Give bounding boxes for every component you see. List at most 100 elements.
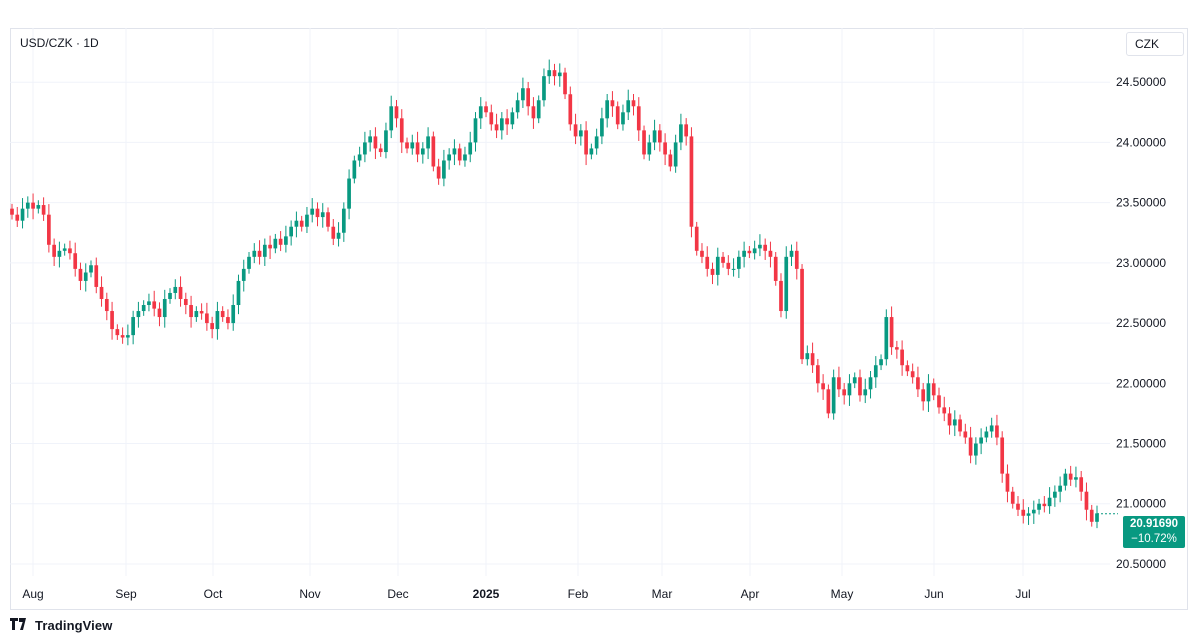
candle[interactable] (547, 59, 552, 84)
candle[interactable] (499, 112, 504, 140)
candle[interactable] (510, 107, 515, 130)
candle[interactable] (226, 309, 230, 330)
candle[interactable] (868, 371, 873, 399)
candle[interactable] (110, 301, 114, 340)
candle[interactable] (1074, 466, 1078, 488)
candle[interactable] (15, 206, 20, 227)
candle[interactable] (826, 384, 831, 419)
candle[interactable] (995, 414, 999, 446)
candle[interactable] (663, 133, 667, 166)
candle[interactable] (36, 200, 41, 214)
candle[interactable] (710, 262, 715, 285)
candle[interactable] (1010, 486, 1015, 509)
candle[interactable] (442, 149, 446, 187)
candle[interactable] (521, 77, 525, 108)
candle[interactable] (52, 238, 56, 266)
candle[interactable] (979, 428, 983, 455)
candle[interactable] (684, 118, 689, 146)
candle[interactable] (505, 109, 509, 135)
candle[interactable] (958, 414, 962, 437)
candle[interactable] (900, 340, 904, 376)
candle[interactable] (673, 134, 678, 173)
candle[interactable] (352, 155, 357, 184)
candle[interactable] (399, 109, 404, 154)
candle[interactable] (852, 372, 857, 389)
candle[interactable] (647, 134, 652, 161)
candle[interactable] (199, 303, 204, 320)
candle[interactable] (457, 143, 462, 166)
candle[interactable] (484, 101, 488, 118)
candle[interactable] (610, 91, 615, 117)
candle[interactable] (715, 247, 720, 286)
candle[interactable] (689, 127, 694, 238)
candle[interactable] (468, 131, 473, 163)
candle[interactable] (952, 410, 957, 437)
candle[interactable] (341, 202, 346, 242)
candle[interactable] (784, 246, 789, 319)
candle[interactable] (220, 306, 225, 322)
candle[interactable] (415, 131, 420, 163)
candle[interactable] (410, 134, 415, 155)
candle[interactable] (763, 238, 768, 260)
candle[interactable] (157, 302, 162, 327)
candle[interactable] (642, 125, 646, 160)
candle[interactable] (315, 202, 320, 227)
candle[interactable] (705, 246, 710, 277)
candle[interactable] (278, 231, 283, 252)
candle[interactable] (494, 113, 499, 139)
candle[interactable] (378, 143, 383, 157)
candle[interactable] (394, 100, 399, 128)
candle[interactable] (668, 149, 673, 172)
candle[interactable] (78, 262, 83, 291)
candle[interactable] (57, 241, 62, 268)
candle[interactable] (910, 363, 915, 384)
candle[interactable] (194, 306, 199, 322)
candle[interactable] (837, 366, 841, 398)
candle[interactable] (236, 274, 241, 315)
tradingview-brand[interactable]: TradingView (10, 618, 112, 633)
candle[interactable] (810, 342, 815, 373)
candle[interactable] (694, 221, 699, 256)
candle[interactable] (889, 306, 894, 355)
candle[interactable] (47, 204, 51, 253)
candle[interactable] (89, 260, 93, 278)
candle[interactable] (605, 94, 610, 128)
candle[interactable] (189, 295, 193, 328)
candle[interactable] (758, 234, 762, 257)
candle[interactable] (963, 423, 968, 444)
candle[interactable] (357, 146, 362, 167)
candle[interactable] (1037, 498, 1041, 515)
candle[interactable] (447, 148, 452, 170)
candle[interactable] (1005, 464, 1010, 503)
candle[interactable] (115, 324, 120, 340)
candle[interactable] (1042, 496, 1047, 513)
candle[interactable] (879, 354, 883, 371)
candle[interactable] (921, 383, 926, 411)
candle[interactable] (926, 374, 931, 412)
candle[interactable] (937, 387, 941, 414)
currency-button[interactable]: CZK (1126, 32, 1184, 56)
candle[interactable] (1016, 496, 1020, 517)
candle[interactable] (173, 279, 178, 300)
candle[interactable] (126, 324, 130, 346)
candle[interactable] (320, 203, 325, 228)
candle[interactable] (531, 97, 536, 129)
candle[interactable] (873, 356, 878, 388)
candle[interactable] (294, 211, 299, 238)
candle[interactable] (305, 206, 309, 233)
candle[interactable] (858, 369, 862, 402)
candle[interactable] (679, 113, 683, 151)
candle[interactable] (974, 437, 978, 465)
candle[interactable] (152, 290, 157, 317)
candle[interactable] (94, 257, 99, 294)
candle[interactable] (1089, 504, 1094, 527)
candle[interactable] (73, 242, 78, 277)
candle[interactable] (700, 243, 704, 264)
candle[interactable] (299, 215, 304, 232)
candle[interactable] (747, 245, 752, 259)
candle[interactable] (384, 122, 388, 159)
candle[interactable] (847, 374, 852, 406)
candle[interactable] (273, 233, 278, 254)
candle[interactable] (136, 301, 141, 328)
candle[interactable] (726, 255, 731, 276)
